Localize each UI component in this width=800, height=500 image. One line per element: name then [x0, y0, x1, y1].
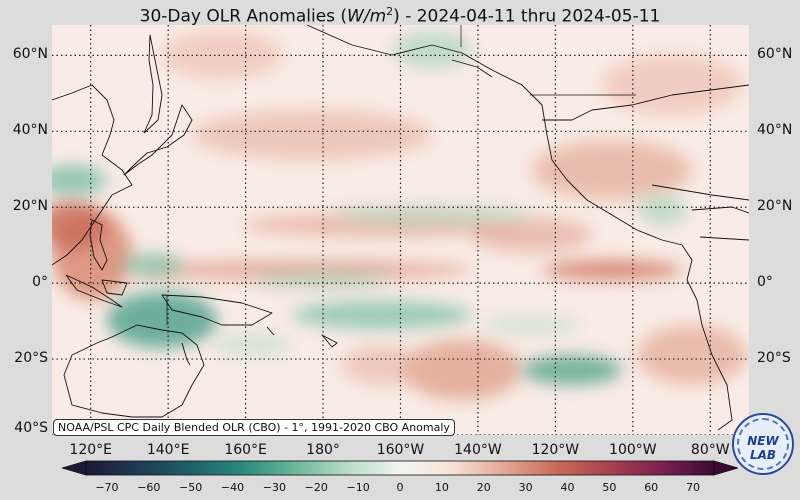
- colorbar-tick-label: −70: [95, 481, 119, 494]
- colorbar-tick-label: −20: [304, 481, 328, 494]
- colorbar-tick-label: 40: [560, 481, 575, 494]
- lat-label-right: 20°S: [757, 350, 791, 367]
- psl-logo: NEW LAB: [732, 413, 794, 475]
- title-prefix: 30-Day OLR Anomalies (: [139, 6, 348, 27]
- colorbar-tick-label: −60: [137, 481, 161, 494]
- lon-label: 120°W: [531, 442, 580, 458]
- colorbar-tick-label: 10: [434, 481, 449, 494]
- map-title: 30-Day OLR Anomalies (W/m2) - 2024-04-11…: [0, 0, 800, 27]
- colorbar-tick-label: 0: [396, 481, 404, 494]
- lat-label-right: 20°N: [757, 198, 793, 215]
- logo-text: NEW LAB: [747, 434, 779, 462]
- colorbar: [62, 460, 738, 476]
- colorbar-tick-label: −40: [220, 481, 245, 494]
- colorbar-tick-label: 30: [518, 481, 533, 494]
- lat-lon-gridlines: [52, 25, 749, 435]
- lat-label-right: 60°N: [757, 46, 793, 63]
- lon-label: 100°W: [609, 442, 657, 458]
- lon-label: 160°E: [224, 442, 267, 458]
- lat-label-left: 20°S: [14, 350, 48, 367]
- title-unit-base: W/m: [347, 6, 387, 27]
- title-suffix: ) - 2024-04-11 thru 2024-05-11: [393, 6, 661, 27]
- colorbar-tick-label: 50: [602, 481, 617, 494]
- lat-label-left: 40°N: [12, 122, 48, 139]
- data-source-note: NOAA/PSL CPC Daily Blended OLR (CBO) - 1…: [53, 419, 455, 436]
- coastlines: [52, 25, 749, 431]
- lon-label: 160°W: [376, 442, 425, 458]
- colorbar-extend-high: [713, 460, 738, 476]
- lon-label: 140°W: [454, 442, 502, 458]
- colorbar-tick-label: −10: [346, 481, 370, 494]
- title-unit-exp: 2: [386, 5, 394, 18]
- lat-label-left: 0°: [32, 274, 48, 291]
- lon-label: 180°: [306, 442, 340, 458]
- lat-label-right: 0°: [757, 274, 773, 291]
- colorbar-extend-low: [62, 460, 87, 476]
- lon-label: 120°E: [69, 442, 113, 458]
- colorbar-tick-label: 60: [644, 481, 659, 494]
- colorbar-tick-label: 20: [476, 481, 491, 494]
- olr-anomaly-map: [52, 25, 749, 435]
- colorbar-tick-label: −50: [179, 481, 203, 494]
- colorbar-tick-label: 70: [686, 481, 701, 494]
- lon-label: 80°W: [690, 442, 730, 458]
- colorbar-gradient: [85, 460, 715, 476]
- lon-label: 140°E: [146, 442, 190, 458]
- anomaly-field: [52, 30, 747, 400]
- country-borders: [166, 25, 636, 325]
- lat-label-left: 20°N: [12, 198, 48, 215]
- colorbar-tick-label: −30: [262, 481, 286, 494]
- logo-ring-icon: [737, 418, 789, 470]
- lat-label-right: 40°N: [757, 122, 793, 139]
- lat-label-left: 40°S: [14, 420, 48, 436]
- lat-label-left: 60°N: [12, 46, 48, 63]
